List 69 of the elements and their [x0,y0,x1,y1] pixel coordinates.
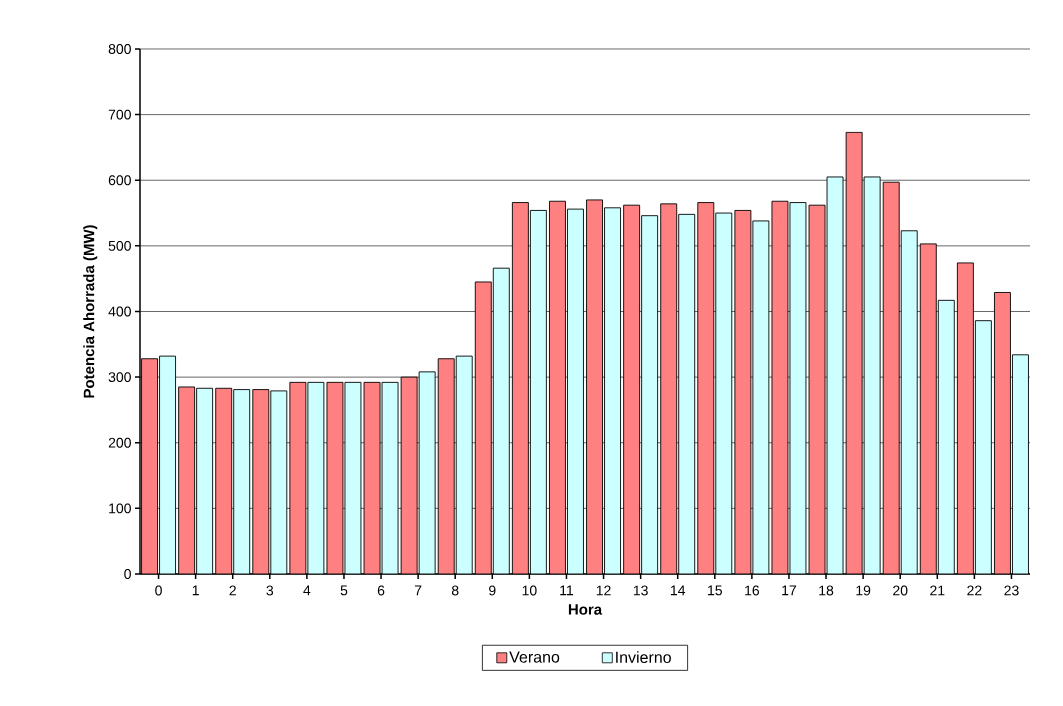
bar [196,387,214,574]
x-tick-label: 4 [303,585,311,596]
y-tick-label: 100 [109,503,131,514]
bar [455,355,473,574]
bar [549,200,566,574]
bar [1012,354,1029,574]
y-tick-label: 300 [108,372,131,383]
bar [511,202,529,574]
bar [715,212,733,574]
x-tick-label: 18 [819,585,834,596]
bar [159,355,176,574]
y-tick-label: 700 [108,109,131,120]
bar [492,267,510,574]
bar [660,203,678,574]
bar [604,207,621,574]
x-tick-label: 14 [670,585,686,596]
bar [697,202,715,574]
legend-label: Invierno [616,651,671,664]
bar [623,204,641,574]
bar [567,208,584,574]
x-tick-label: 20 [893,585,908,596]
y-tick-label: 800 [108,44,131,54]
bar [474,281,492,574]
x-tick-label: 8 [451,585,459,596]
x-tick-label: 15 [708,585,722,596]
bar [437,358,455,574]
bar [900,230,918,574]
y-axis-title: Potencia Ahorrada (MW) [83,225,98,398]
x-tick-label: 19 [856,585,871,596]
x-tick-label: 16 [745,585,760,596]
x-tick-label: 2 [229,585,236,596]
y-tick-label: 500 [108,240,131,251]
bar [233,389,251,574]
x-tick-label: 12 [596,585,611,596]
x-tick-label: 1 [192,585,199,596]
legend-label: Verano [509,651,560,663]
x-tick-label: 21 [930,585,945,596]
x-tick-label: 6 [377,585,385,596]
bar [956,262,974,574]
bar [586,199,603,574]
bar [678,213,696,574]
x-axis-title: Hora [568,604,603,615]
bar [882,181,900,574]
bar [937,299,955,574]
bar [215,387,233,574]
bar [529,209,547,574]
x-tick-label: 0 [155,585,162,596]
x-tick-label: 17 [782,585,797,596]
x-tick-label: 5 [340,585,348,596]
y-tick-label: 400 [108,306,131,317]
bar [994,292,1011,574]
x-tick-label: 13 [633,585,648,596]
bar [974,320,992,574]
bar [252,389,270,574]
x-tick-label: 11 [560,585,574,596]
x-tick-label: 22 [967,585,982,596]
bar [178,386,196,574]
y-tick-label: 0 [124,569,131,579]
y-tick-label: 600 [108,175,131,186]
x-tick-label: 23 [1004,585,1019,596]
y-tick-label: 200 [108,437,131,448]
bar [141,358,158,574]
x-tick-label: 9 [489,585,496,596]
x-tick-label: 10 [522,585,537,596]
bar [919,243,937,574]
x-tick-label: 7 [414,585,422,596]
x-tick-label: 3 [266,585,274,596]
bar [641,215,659,574]
bar [270,390,288,574]
